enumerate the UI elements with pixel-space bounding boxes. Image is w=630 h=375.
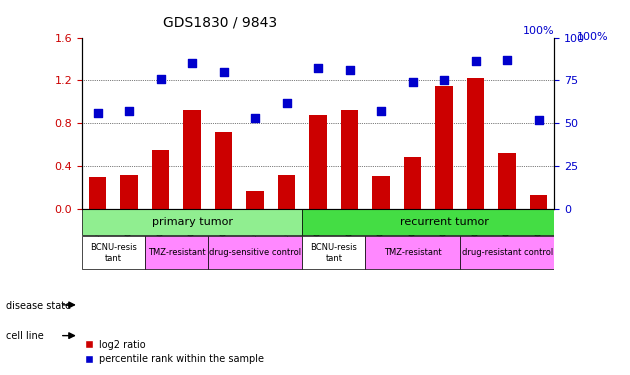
Point <box>156 76 166 82</box>
Bar <box>372 176 390 209</box>
Point <box>439 77 449 83</box>
Point <box>313 65 323 71</box>
Bar <box>215 132 232 209</box>
Point <box>502 57 512 63</box>
Bar <box>467 78 484 209</box>
Text: primary tumor: primary tumor <box>152 217 232 227</box>
FancyBboxPatch shape <box>365 236 460 269</box>
Bar <box>246 190 264 209</box>
Bar <box>404 158 421 209</box>
Text: BCNU-resis
tant: BCNU-resis tant <box>90 243 137 262</box>
FancyBboxPatch shape <box>460 236 554 269</box>
Point <box>534 117 544 123</box>
FancyBboxPatch shape <box>145 236 208 269</box>
Y-axis label: 100%: 100% <box>576 33 608 42</box>
Text: drug-sensitive control: drug-sensitive control <box>209 248 301 257</box>
Text: GDS1830 / 9843: GDS1830 / 9843 <box>163 15 278 29</box>
FancyBboxPatch shape <box>302 209 554 235</box>
Point <box>282 100 292 106</box>
Text: TMZ-resistant: TMZ-resistant <box>147 248 205 257</box>
Bar <box>435 86 453 209</box>
Text: drug-resistant control: drug-resistant control <box>462 248 553 257</box>
Point <box>408 79 418 85</box>
Text: cell line: cell line <box>6 331 44 340</box>
FancyBboxPatch shape <box>302 236 365 269</box>
Bar <box>309 115 327 209</box>
Point <box>345 67 355 73</box>
Text: BCNU-resis
tant: BCNU-resis tant <box>311 243 357 262</box>
Text: recurrent tumor: recurrent tumor <box>399 217 489 227</box>
Bar <box>89 177 106 209</box>
FancyBboxPatch shape <box>82 236 145 269</box>
Text: 100%: 100% <box>523 26 554 36</box>
FancyBboxPatch shape <box>82 209 302 235</box>
Bar <box>152 150 169 209</box>
Bar <box>498 153 516 209</box>
Point <box>471 58 481 64</box>
Point <box>250 115 260 121</box>
Bar <box>120 174 138 209</box>
Point <box>219 69 229 75</box>
Bar <box>341 110 358 209</box>
Point <box>187 60 197 66</box>
Point <box>376 108 386 114</box>
Bar <box>183 110 201 209</box>
Text: TMZ-resistant: TMZ-resistant <box>384 248 442 257</box>
Point <box>93 110 103 116</box>
Text: disease state: disease state <box>6 301 71 310</box>
Bar <box>278 174 295 209</box>
Point <box>124 108 134 114</box>
Legend: log2 ratio, percentile rank within the sample: log2 ratio, percentile rank within the s… <box>81 336 268 368</box>
FancyBboxPatch shape <box>208 236 302 269</box>
Bar <box>530 195 547 209</box>
